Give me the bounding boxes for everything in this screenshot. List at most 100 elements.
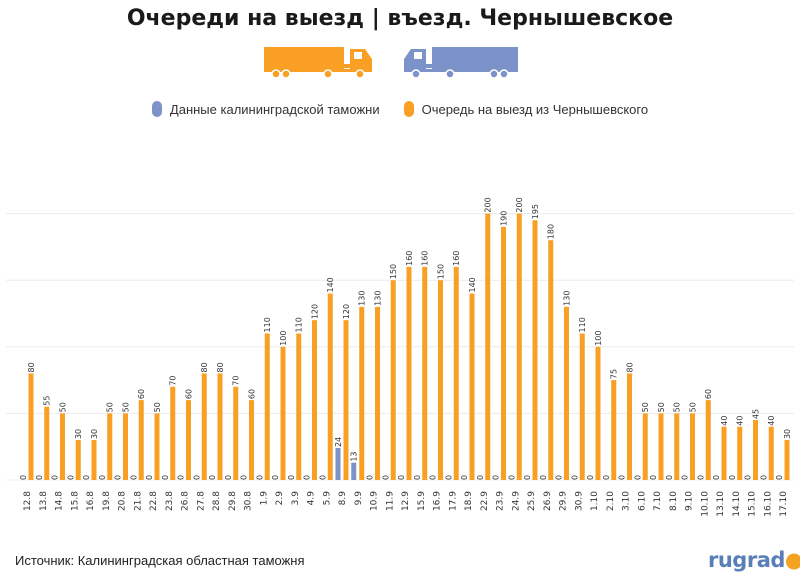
data-label-queue: 60 (185, 389, 194, 399)
data-label-queue: 160 (405, 251, 414, 266)
data-label-queue: 110 (263, 317, 272, 332)
bar-queue (170, 386, 176, 480)
data-label-queue: 50 (689, 402, 698, 412)
bar-queue (485, 213, 491, 480)
data-label-queue: 50 (59, 402, 68, 412)
x-tick-label: 15.9 (417, 491, 427, 511)
x-tick-label: 22.8 (149, 491, 159, 511)
bar-queue (217, 373, 223, 480)
data-label-customs: 0 (51, 475, 60, 480)
x-tick-label: 30.9 (574, 491, 584, 511)
bar-queue (501, 226, 506, 480)
bar-queue (343, 320, 349, 480)
data-label-queue: 140 (326, 277, 335, 292)
data-label-queue: 40 (720, 416, 729, 426)
data-label-customs: 0 (539, 475, 548, 480)
bar-queue (390, 280, 396, 480)
x-tick-label: 10.10 (700, 491, 710, 517)
bar-queue (312, 320, 317, 480)
x-tick-label: 3.10 (622, 491, 632, 511)
legend-item-queue: Очередь на выезд из Чернышевского (403, 101, 648, 117)
bar-queue (658, 413, 664, 480)
data-label-customs: 0 (665, 475, 674, 480)
data-label-customs: 0 (728, 475, 737, 480)
x-tick-label: 1.9 (259, 491, 269, 506)
data-label-queue: 60 (137, 389, 146, 399)
data-label-customs: 0 (318, 475, 327, 480)
x-tick-label: 21.8 (133, 491, 143, 511)
bar-queue (737, 426, 743, 480)
data-label-queue: 50 (673, 402, 682, 412)
x-tick-label: 25.9 (527, 491, 537, 511)
data-label-customs: 0 (66, 475, 75, 480)
data-label-queue: 150 (437, 264, 446, 279)
legend: Данные калининградской таможни Очередь н… (0, 101, 800, 117)
data-label-customs: 0 (19, 475, 28, 480)
bar-queue (469, 293, 475, 480)
bar-queue (280, 346, 286, 480)
data-label-customs: 24 (334, 437, 343, 447)
data-label-queue: 30 (783, 429, 792, 439)
bar-queue (327, 293, 333, 480)
data-label-queue: 50 (153, 402, 162, 412)
data-label-customs: 0 (523, 475, 532, 480)
bar-queue (201, 373, 207, 480)
bar-queue (611, 380, 617, 480)
legend-label-customs: Данные калининградской таможни (169, 101, 380, 117)
bar-queue (721, 426, 727, 480)
x-tick-label: 29.8 (228, 491, 238, 511)
data-label-customs: 0 (82, 475, 91, 480)
data-label-customs: 0 (744, 475, 753, 480)
data-label-queue: 160 (452, 251, 461, 266)
x-tick-label: 6.10 (637, 491, 647, 511)
data-label-customs: 0 (476, 475, 485, 480)
data-label-customs: 0 (192, 475, 201, 480)
x-tick-label: 23.8 (165, 491, 175, 511)
data-label-customs: 0 (570, 475, 579, 480)
legend-item-customs: Данные калининградской таможни (151, 101, 380, 117)
bar-queue (359, 306, 365, 480)
x-tick-label: 16.9 (433, 491, 443, 511)
x-tick-label: 7.10 (653, 491, 663, 511)
data-label-queue: 60 (704, 389, 713, 399)
data-label-customs: 0 (775, 475, 784, 480)
bar-queue (579, 333, 585, 480)
data-label-customs: 0 (240, 475, 249, 480)
bar-queue (627, 373, 632, 480)
data-label-customs: 0 (759, 475, 768, 480)
x-tick-label: 15.8 (70, 491, 80, 511)
bar-queue (123, 413, 128, 480)
x-tick-label: 9.9 (354, 491, 364, 506)
data-label-queue: 160 (421, 251, 430, 266)
data-label-queue: 120 (342, 304, 351, 319)
data-label-queue: 50 (657, 402, 666, 412)
data-label-queue: 190 (500, 211, 509, 226)
x-tick-label: 17.10 (779, 491, 789, 517)
data-label-queue: 180 (547, 224, 556, 239)
data-label-queue: 30 (90, 429, 99, 439)
data-label-queue: 195 (531, 204, 540, 219)
x-tick-label: 12.8 (23, 491, 33, 511)
data-label-customs: 0 (618, 475, 627, 480)
bar-queue (705, 400, 711, 480)
legend-swatch-blue (151, 101, 162, 117)
rugrad-logo: rugrad● (708, 548, 800, 572)
data-label-customs: 0 (602, 475, 611, 480)
data-label-customs: 13 (350, 451, 359, 461)
data-label-queue: 130 (358, 291, 367, 306)
data-label-customs: 0 (555, 475, 564, 480)
data-label-customs: 0 (681, 475, 690, 480)
data-label-customs: 0 (161, 475, 170, 480)
bar-queue (438, 280, 443, 480)
bar-queue (375, 306, 380, 480)
data-label-customs: 0 (129, 475, 138, 480)
x-tick-label: 24.9 (511, 491, 521, 511)
data-label-customs: 0 (460, 475, 469, 480)
x-tick-label: 14.10 (732, 491, 742, 517)
data-label-customs: 0 (255, 475, 264, 480)
chart-title: Очереди на выезд | въезд. Чернышевское (126, 6, 674, 31)
data-label-customs: 0 (712, 475, 721, 480)
data-label-queue: 50 (641, 402, 650, 412)
data-label-customs: 0 (413, 475, 422, 480)
data-label-customs: 0 (649, 475, 658, 480)
